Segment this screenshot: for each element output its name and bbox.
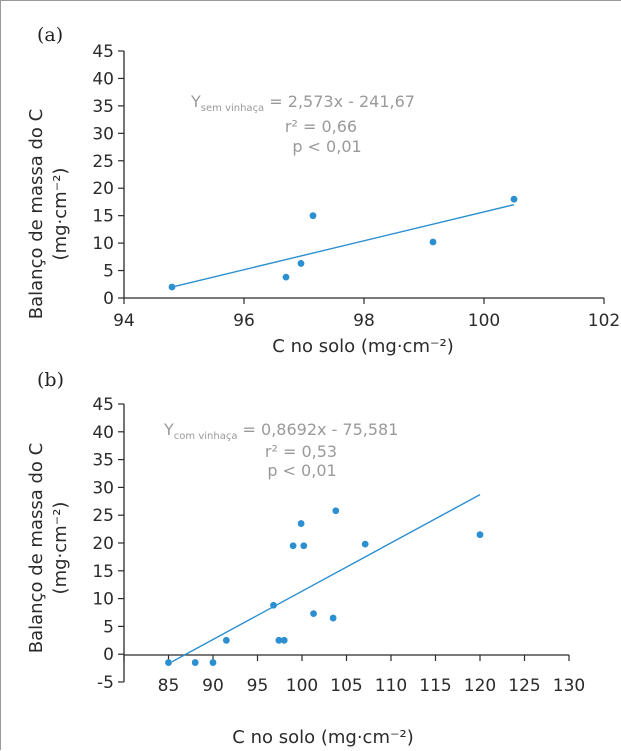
panel-b-trendline-line — [171, 494, 481, 663]
panel-a-x-tick-label: 102 — [588, 311, 620, 331]
panel-b-y-tick-label: 15 — [92, 562, 114, 582]
panel-b-data-point — [191, 659, 199, 666]
panel-a-equation-symbol: Y — [190, 92, 201, 111]
panel-a-trendline — [171, 204, 515, 288]
panel-a-equation-y: Ysem vinhaça = 2,573x - 241,67 — [190, 92, 415, 114]
panel-b-data-point — [332, 507, 340, 515]
panel-a-x-tick-label: 100 — [468, 311, 500, 331]
panel-a-y-tick-label: 10 — [92, 234, 114, 254]
panel-b: (b) -5 0 5 10 15 20 25 30 35 40 45 85 90 95 100 105 110… — [26, 369, 585, 748]
panel-b-x-tick-label: 100 — [286, 676, 318, 696]
panel-a-x-tick-label: 94 — [113, 311, 135, 331]
panel-a-x-tick-label: 98 — [353, 311, 375, 331]
panel-a-equation: Ysem vinhaça = 2,573x - 241,67 r² = 0,66… — [190, 92, 415, 156]
panel-b-data-point — [209, 659, 217, 666]
panel-a-points — [168, 195, 518, 291]
panel-a-x-ticks: 94 96 98 100 102 — [113, 298, 620, 331]
panel-b-data-point — [329, 614, 337, 622]
panel-b-data-point — [297, 520, 305, 527]
panel-a-data-point — [168, 283, 176, 291]
panel-a-y-tick-label: 35 — [92, 97, 114, 117]
panel-a-p-value: p < 0,01 — [292, 137, 361, 156]
panel-b-y-tick-label: -5 — [97, 673, 114, 693]
panel-a-data-point — [297, 260, 305, 267]
panel-a-y-tick-label: 40 — [92, 69, 114, 89]
panel-b-axes — [123, 404, 569, 682]
panel-b-equation-y: Ycom vinhaça = 0,8692x - 75,581 — [163, 420, 398, 442]
panel-b-y-tick-label: 20 — [92, 534, 114, 554]
panel-a-y-tick-label: 5 — [103, 262, 114, 282]
panel-a-trendline-line — [171, 204, 515, 288]
panel-b-equation-rhs: = 0,8692x - 75,581 — [237, 420, 398, 439]
panel-a-y-tick-label: 45 — [92, 42, 114, 62]
panel-b-equation: Ycom vinhaça = 0,8692x - 75,581 r² = 0,5… — [163, 420, 398, 480]
panel-a-equation-rhs: = 2,573x - 241,67 — [264, 92, 415, 111]
panel-a-data-point — [282, 273, 290, 281]
panel-a-y-tick-label: 0 — [103, 289, 114, 309]
panel-b-y-tick-label: 0 — [103, 645, 114, 665]
panel-b-trendline — [171, 494, 481, 663]
panel-a-y-tick-label: 15 — [92, 207, 114, 227]
panel-b-x-tick-label: 90 — [202, 676, 224, 696]
panel-b-data-point — [275, 636, 283, 644]
panel-b-y-tick-label: 45 — [92, 395, 114, 415]
panel-b-x-tick-label: 125 — [508, 676, 540, 696]
panel-b-x-tick-label: 130 — [553, 676, 585, 696]
panel-a: (a) 0 5 10 15 20 25 30 35 40 45 94 96 98 100 102 Bala… — [26, 24, 620, 357]
panel-b-points — [165, 507, 484, 666]
panel-b-equation-subscript: com vinhaça — [174, 431, 238, 442]
panel-a-y-tick-label: 20 — [92, 179, 114, 199]
panel-a-equation-subscript: sem vinhaça — [201, 103, 264, 114]
panel-a-y-tick-label: 25 — [92, 152, 114, 172]
panel-a-x-axis-title: C no solo (mg·cm⁻²) — [272, 336, 453, 357]
panel-b-data-point — [270, 601, 277, 609]
panel-b-y-tick-label: 25 — [92, 506, 114, 526]
panel-b-label: (b) — [37, 369, 64, 391]
panel-b-equation-symbol: Y — [163, 420, 174, 439]
panel-a-r2: r² = 0,66 — [285, 117, 357, 136]
panel-b-x-axis-title: C no solo (mg·cm⁻²) — [232, 727, 413, 748]
panel-b-x-tick-label: 115 — [419, 676, 451, 696]
panel-a-y-tick-label: 30 — [92, 124, 114, 144]
panel-b-data-point — [165, 659, 172, 666]
panel-b-y-tick-label: 5 — [103, 617, 114, 637]
panel-a-data-point — [510, 195, 518, 203]
panel-b-y-axis-title-line1: Balanço de massa do C — [26, 443, 47, 653]
panel-b-y-ticks: -5 0 5 10 15 20 25 30 35 40 45 — [92, 395, 124, 693]
panel-b-data-point — [361, 540, 369, 548]
panel-b-x-tick-label: 110 — [375, 676, 407, 696]
panel-b-y-tick-label: 30 — [92, 478, 114, 498]
panel-a-y-axis-title-line2: (mg·cm⁻²) — [50, 168, 71, 261]
panel-a-axes — [123, 51, 604, 299]
panel-b-y-tick-label: 35 — [92, 451, 114, 471]
panel-b-y-axis-title-line2: (mg·cm⁻²) — [50, 502, 71, 595]
panel-b-x-tick-label: 85 — [158, 676, 180, 696]
panel-a-x-tick-label: 96 — [233, 311, 255, 331]
panel-b-data-point — [476, 531, 484, 539]
panel-b-y-tick-label: 40 — [92, 423, 114, 443]
panel-b-x-tick-label: 105 — [330, 676, 362, 696]
panel-b-data-point — [289, 542, 297, 550]
panel-b-data-point — [300, 542, 308, 550]
panel-b-p-value: p < 0,01 — [267, 461, 336, 480]
panel-b-y-tick-label: 10 — [92, 590, 114, 610]
panel-b-data-point — [222, 636, 230, 644]
panel-a-data-point — [429, 238, 437, 246]
panel-b-x-tick-label: 120 — [464, 676, 496, 696]
panel-a-label: (a) — [37, 24, 63, 46]
panel-b-x-ticks: 85 90 95 100 105 110 115 120 125 130 — [123, 655, 585, 696]
panel-a-y-axis-title-line1: Balanço de massa do C — [26, 109, 47, 319]
panel-b-r2: r² = 0,53 — [265, 442, 337, 461]
panel-b-data-point — [280, 636, 288, 644]
panel-b-data-point — [310, 610, 317, 618]
panel-a-data-point — [309, 212, 317, 220]
panel-b-x-tick-label: 95 — [247, 676, 269, 696]
panel-a-y-ticks: 0 5 10 15 20 25 30 35 40 45 — [92, 42, 124, 309]
